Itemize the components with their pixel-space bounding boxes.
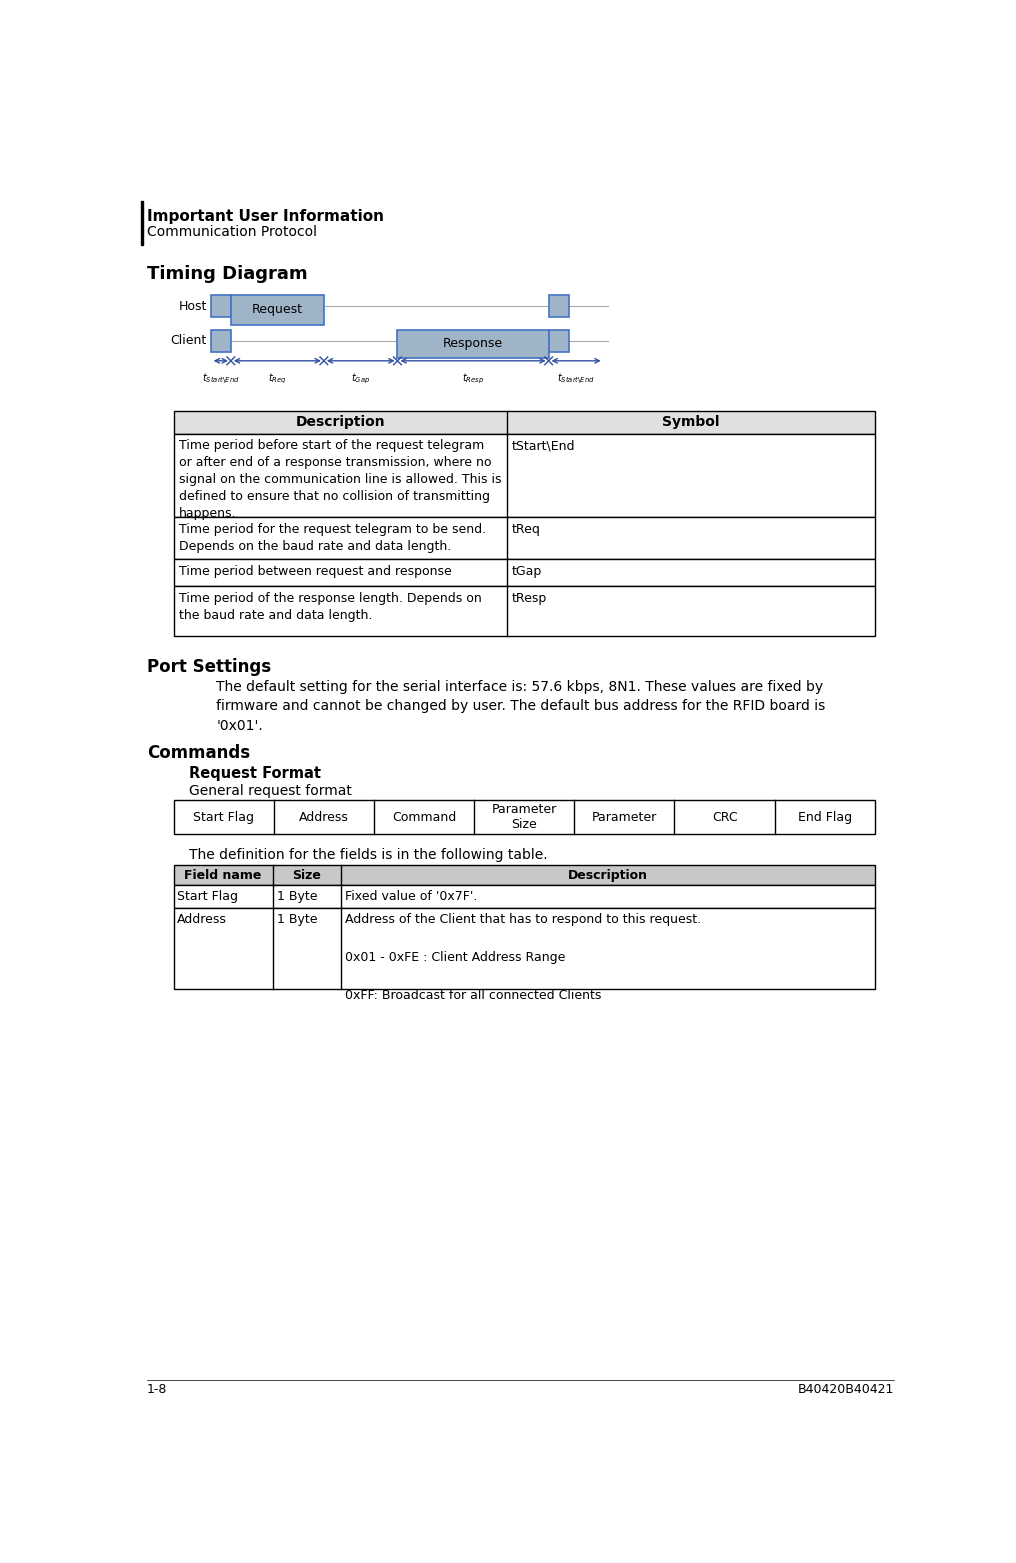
Text: 1 Byte: 1 Byte [276, 889, 317, 903]
Bar [549, 295, 569, 317]
Text: Start Flag: Start Flag [178, 889, 239, 903]
Text: Fixed value of '0x7F'.: Fixed value of '0x7F'. [344, 889, 478, 903]
Text: tReq: tReq [512, 522, 542, 536]
Text: Response: Response [443, 338, 503, 350]
Text: Request: Request [252, 303, 303, 316]
Text: 1 Byte: 1 Byte [276, 913, 317, 925]
Text: Address: Address [178, 913, 228, 925]
Text: $t_{Start\backslash End}$: $t_{Start\backslash End}$ [557, 372, 595, 386]
Text: Size: Size [293, 869, 321, 882]
Text: Time period of the response length. Depends on
the baud rate and data length.: Time period of the response length. Depe… [179, 592, 482, 622]
Text: Description: Description [296, 416, 385, 430]
Text: Field name: Field name [185, 869, 262, 882]
Text: Parameter: Parameter [591, 811, 657, 824]
Text: Address: Address [299, 811, 348, 824]
Bar [174, 586, 875, 636]
Bar [549, 330, 569, 352]
Text: tGap: tGap [512, 564, 543, 578]
Text: Symbol: Symbol [662, 416, 719, 430]
Text: Timing Diagram: Timing Diagram [147, 264, 308, 283]
Text: Parameter
Size: Parameter Size [492, 803, 557, 832]
Text: Request Format: Request Format [189, 766, 321, 782]
Bar [210, 295, 231, 317]
Bar [174, 411, 875, 435]
Bar [141, 200, 143, 245]
Text: Time period before start of the request telegram
or after end of a response tran: Time period before start of the request … [179, 439, 502, 520]
Text: Host: Host [179, 300, 207, 313]
Bar [397, 330, 549, 358]
Text: Time period between request and response: Time period between request and response [179, 564, 452, 578]
Text: Address of the Client that has to respond to this request.

0x01 - 0xFE : Client: Address of the Client that has to respon… [344, 913, 701, 1002]
Text: 1-8: 1-8 [147, 1383, 168, 1396]
Text: Communication Protocol: Communication Protocol [147, 225, 317, 239]
Text: tStart\End: tStart\End [512, 439, 576, 452]
Bar [174, 866, 875, 885]
Bar [174, 560, 875, 586]
Text: Important User Information: Important User Information [147, 209, 384, 224]
Text: $t_{Req}$: $t_{Req}$ [268, 372, 287, 386]
Bar [174, 908, 875, 989]
Text: Time period for the request telegram to be send.
Depends on the baud rate and da: Time period for the request telegram to … [179, 522, 486, 552]
Bar [174, 885, 875, 908]
Text: B40420B40421: B40420B40421 [798, 1383, 894, 1396]
Text: $t_{Start\backslash End}$: $t_{Start\backslash End}$ [202, 372, 240, 386]
Text: The definition for the fields is in the following table.: The definition for the fields is in the … [189, 849, 548, 863]
Bar [210, 330, 231, 352]
Text: $t_{Gap}$: $t_{Gap}$ [352, 372, 370, 386]
Bar [174, 800, 875, 835]
Text: Description: Description [568, 869, 648, 882]
Bar [174, 435, 875, 517]
Text: Commands: Commands [147, 744, 250, 763]
Text: Command: Command [392, 811, 456, 824]
Text: The default setting for the serial interface is: 57.6 kbps, 8N1. These values ar: The default setting for the serial inter… [216, 680, 825, 733]
Text: CRC: CRC [712, 811, 738, 824]
Bar [231, 295, 324, 325]
Bar [174, 517, 875, 560]
Text: tResp: tResp [512, 592, 548, 605]
Text: $t_{Resp}$: $t_{Resp}$ [462, 372, 485, 386]
Text: End Flag: End Flag [798, 811, 851, 824]
Text: General request format: General request format [189, 785, 352, 799]
Text: Port Settings: Port Settings [147, 658, 271, 677]
Text: Client: Client [171, 334, 207, 347]
Text: Start Flag: Start Flag [193, 811, 254, 824]
